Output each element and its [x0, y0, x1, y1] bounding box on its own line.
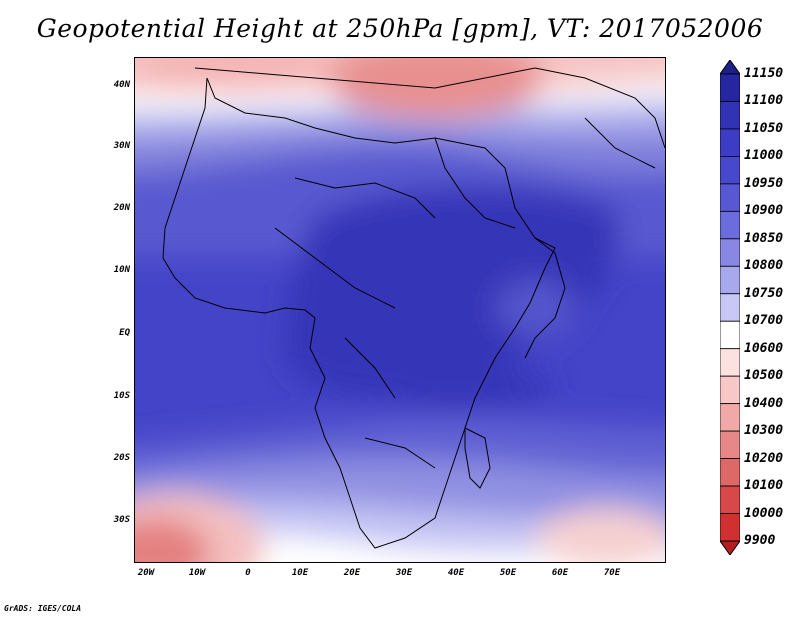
- colorbar-segment: [720, 265, 740, 295]
- lat-label-30s: 30S: [113, 515, 130, 525]
- geopotential-field-map: [135, 58, 665, 562]
- lat-label-eq: EQ: [119, 328, 130, 338]
- colorbar-segment: [720, 485, 740, 514]
- colorbar-segment: [720, 128, 740, 157]
- colorbar-label: 10700: [744, 313, 784, 329]
- colorbar-label: 11100: [744, 93, 784, 109]
- colorbar-segment: [720, 403, 740, 432]
- colorbar-label: 10800: [744, 258, 784, 274]
- grads-credit: GrADS: IGES/COLA: [4, 604, 82, 613]
- colorbar-label: 11050: [744, 120, 784, 136]
- lon-label-20w: 20W: [137, 568, 155, 578]
- colorbar-label: 10000: [744, 505, 784, 521]
- colorbar-label: 10200: [744, 450, 784, 466]
- colorbar-label: 11150: [744, 66, 784, 81]
- colorbar-label: 10300: [744, 423, 784, 439]
- colorbar-segment: [720, 375, 740, 405]
- colorbar-segment: [720, 73, 740, 102]
- colorbar-segment: [720, 210, 740, 240]
- lat-label-10n: 10N: [113, 265, 130, 275]
- colorbar-segment: [720, 513, 740, 542]
- map-title: Geopotential Height at 250hPa [gpm], VT:…: [36, 14, 764, 43]
- colorbar-label: 10500: [744, 368, 784, 384]
- colorbar-label: 10900: [744, 203, 784, 219]
- colorbar-segment: [720, 101, 740, 130]
- lat-label-20n: 20N: [113, 203, 130, 213]
- colorbar-label: 11000: [744, 148, 784, 164]
- coastlines: [162, 67, 665, 549]
- colorbar-segment: [720, 293, 740, 322]
- colorbar-segment: [720, 430, 740, 459]
- lat-label-30n: 30N: [113, 141, 130, 151]
- lon-label-0: 0: [245, 568, 251, 578]
- colorbar-segment: [720, 156, 740, 185]
- colorbar-segment: [720, 320, 740, 350]
- colorbar-segment: [720, 183, 740, 212]
- lat-label-10s: 10S: [113, 391, 130, 401]
- lon-label-50e: 50E: [499, 568, 517, 578]
- lon-label-40e: 40E: [447, 568, 465, 578]
- lon-label-60e: 60E: [551, 568, 569, 578]
- colorbar-arrow-bottom: [720, 540, 740, 555]
- colorbar: [720, 60, 740, 555]
- lon-label-70e: 70E: [603, 568, 621, 578]
- colorbar-label: 10400: [744, 395, 784, 411]
- lon-label-20e: 20E: [343, 568, 361, 578]
- colorbar-segment: [720, 348, 740, 377]
- lat-label-20s: 20S: [113, 453, 130, 463]
- colorbar-label: 9900: [744, 533, 776, 548]
- colorbar-label: 10100: [744, 478, 784, 494]
- colorbar-label: 10950: [744, 175, 784, 191]
- colorbar-segment: [720, 238, 740, 267]
- lon-label-10w: 10W: [188, 568, 206, 578]
- lon-label-30e: 30E: [395, 568, 413, 578]
- colorbar-segment: [720, 458, 740, 487]
- lat-label-40n: 40N: [113, 80, 130, 90]
- colorbar-arrow-top: [720, 60, 740, 75]
- field-contours: [135, 58, 665, 562]
- colorbar-label: 10850: [744, 230, 784, 246]
- colorbar-label: 10750: [744, 285, 784, 301]
- colorbar-label: 10600: [744, 340, 784, 356]
- map-plot-area: [134, 57, 666, 563]
- lon-label-10e: 10E: [291, 568, 309, 578]
